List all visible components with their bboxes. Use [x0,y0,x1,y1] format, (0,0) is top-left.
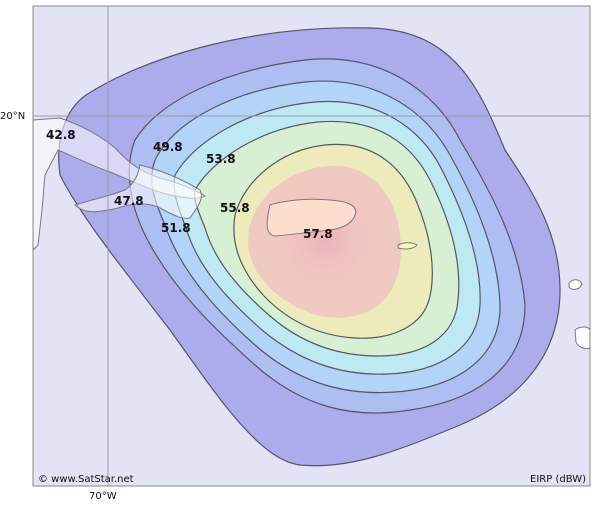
contour-label-57-8: 57.8 [303,227,333,241]
contour-label-42-8: 42.8 [46,128,76,142]
longitude-label: 70°W [89,491,117,502]
units-label: EIRP (dBW) [530,474,586,485]
contour-label-51-8: 51.8 [161,221,191,235]
contour-label-49-8: 49.8 [153,140,183,154]
land-hispaniola [74,164,202,219]
latitude-label: 20°N [0,111,25,122]
copyright-credit: © www.SatStar.net [38,474,134,485]
land-island-east-1 [568,279,583,290]
land-island-east-2 [574,326,590,350]
landmasses [33,117,590,350]
contour-label-47-8: 47.8 [114,194,144,208]
land-puerto-rico [266,198,357,237]
map-content [33,6,590,486]
land-virgin-islands [397,242,418,250]
contour-label-55-8: 55.8 [220,201,250,215]
contour-label-53-8: 53.8 [206,152,236,166]
